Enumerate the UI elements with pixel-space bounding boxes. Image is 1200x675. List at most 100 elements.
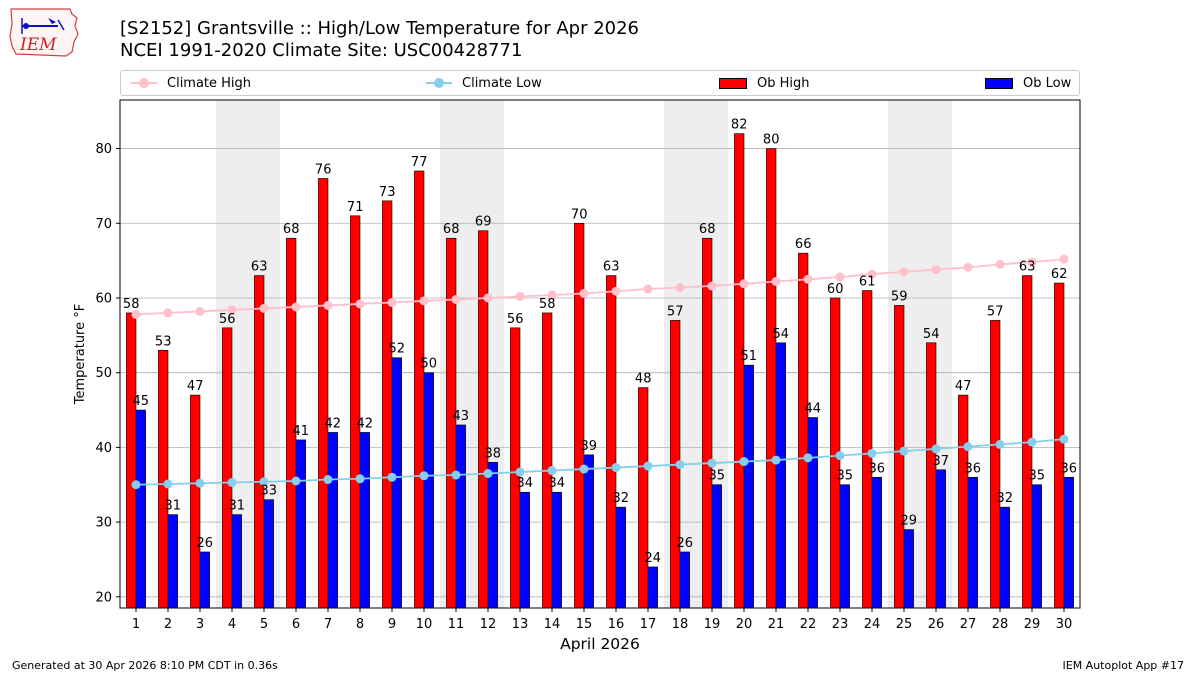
climate-low-point-17 (643, 461, 653, 471)
ob-low-label-16: 32 (613, 491, 630, 506)
x-tick-label-9: 9 (388, 617, 396, 632)
climate-low-point-2 (163, 479, 173, 489)
climate-low-point-28 (995, 439, 1005, 449)
climate-low-point-19 (707, 458, 717, 468)
ob-high-bar-21 (766, 148, 777, 609)
x-tick-label-8: 8 (356, 617, 364, 632)
x-tick-label-20: 20 (736, 617, 753, 632)
ob-high-bar-10 (414, 170, 425, 609)
ob-high-label-20: 82 (731, 118, 748, 133)
ob-low-bar-30 (1063, 476, 1074, 609)
y-tick-label-50: 50 (95, 366, 112, 381)
ob-high-bar-22 (798, 252, 809, 609)
climate-low-point-18 (675, 460, 685, 470)
ob-low-bar-13 (519, 491, 530, 609)
climate-low-point-6 (291, 476, 301, 486)
ob-low-bar-21 (775, 342, 786, 609)
x-tick-label-27: 27 (960, 617, 977, 632)
y-tick-label-20: 20 (95, 590, 112, 605)
ob-high-bar-9 (382, 200, 393, 609)
climate-high-point-10 (419, 296, 429, 306)
x-tick-label-5: 5 (260, 617, 268, 632)
ob-high-label-6: 68 (283, 222, 300, 237)
legend-item-ob-low: Ob Low (985, 74, 1071, 92)
legend-label-climate-high: Climate High (167, 75, 252, 91)
climate-low-point-9 (387, 472, 397, 482)
ob-low-bar-3 (199, 551, 210, 609)
ob-low-bar-7 (327, 432, 338, 609)
ob-high-label-8: 71 (347, 200, 364, 215)
climate-high-line-swatch (131, 78, 157, 88)
x-tick-label-16: 16 (608, 617, 625, 632)
x-tick-label-24: 24 (864, 617, 881, 632)
climate-high-point-24 (867, 269, 877, 279)
ob-high-bar-7 (318, 178, 329, 609)
climate-high-point-1 (131, 309, 141, 319)
ob-high-label-11: 68 (443, 222, 460, 237)
legend-label-ob-high: Ob High (757, 75, 810, 91)
climate-low-point-15 (579, 464, 589, 474)
ob-high-bar-16 (606, 275, 617, 609)
ob-high-label-18: 57 (667, 304, 684, 319)
ob-low-bar-18 (679, 551, 690, 609)
ob-high-label-25: 59 (891, 289, 908, 304)
ob-low-label-17: 24 (645, 551, 662, 566)
legend-item-climate-low: Climate Low (426, 74, 542, 92)
ob-high-bar-2 (158, 349, 169, 609)
climate-high-point-23 (835, 272, 845, 282)
ob-low-bar-2 (167, 514, 178, 609)
app-credit: IEM Autoplot App #17 (1062, 659, 1185, 672)
ob-low-label-25: 29 (901, 514, 918, 529)
ob-low-label-4: 31 (229, 499, 246, 514)
climate-low-line-swatch (426, 78, 452, 88)
climate-low-point-5 (259, 477, 269, 487)
ob-high-bar-27 (958, 394, 969, 609)
ob-high-label-30: 62 (1051, 267, 1068, 282)
ob-high-label-9: 73 (379, 185, 396, 200)
ob-low-label-28: 32 (997, 491, 1014, 506)
x-tick-label-17: 17 (640, 617, 657, 632)
ob-low-label-10: 50 (421, 357, 438, 372)
climate-low-point-20 (739, 457, 749, 467)
ob-low-label-18: 26 (677, 536, 694, 551)
climate-low-point-13 (515, 467, 525, 477)
climate-high-point-9 (387, 297, 397, 307)
ob-high-label-19: 68 (699, 222, 716, 237)
x-tick-label-19: 19 (704, 617, 721, 632)
ob-high-bar-15 (574, 222, 585, 609)
ob-high-label-29: 63 (1019, 260, 1036, 275)
iem-logo: IEM (8, 6, 80, 58)
climate-high-point-28 (995, 259, 1005, 269)
climate-high-point-5 (259, 303, 269, 313)
climate-high-point-20 (739, 279, 749, 289)
ob-low-label-23: 35 (837, 469, 854, 484)
ob-low-bar-23 (839, 484, 850, 609)
x-tick-label-25: 25 (896, 617, 913, 632)
x-tick-label-30: 30 (1056, 617, 1073, 632)
ob-high-label-21: 80 (763, 133, 780, 148)
y-tick-label-60: 60 (95, 291, 112, 306)
x-tick-label-15: 15 (576, 617, 593, 632)
climate-low-point-14 (547, 466, 557, 476)
climate-low-point-12 (483, 469, 493, 479)
x-tick-label-10: 10 (416, 617, 433, 632)
ob-high-label-24: 61 (859, 275, 876, 290)
climate-low-point-23 (835, 451, 845, 461)
ob-high-bar-5 (254, 275, 265, 609)
ob-high-label-17: 48 (635, 372, 652, 387)
ob-low-bar-26 (935, 469, 946, 609)
ob-low-label-5: 33 (261, 484, 278, 499)
ob-low-bar-24 (871, 476, 882, 609)
ob-low-bar-20 (743, 364, 754, 609)
legend-item-ob-high: Ob High (719, 74, 810, 92)
x-tick-label-12: 12 (480, 617, 497, 632)
ob-high-label-7: 76 (315, 162, 332, 177)
climate-low-point-11 (451, 470, 461, 480)
x-tick-label-23: 23 (832, 617, 849, 632)
ob-low-label-19: 35 (709, 469, 726, 484)
ob-low-label-27: 36 (965, 461, 982, 476)
ob-low-label-13: 34 (517, 476, 534, 491)
x-tick-label-26: 26 (928, 617, 945, 632)
y-tick-label-30: 30 (95, 516, 112, 531)
ob-low-label-14: 34 (549, 476, 566, 491)
